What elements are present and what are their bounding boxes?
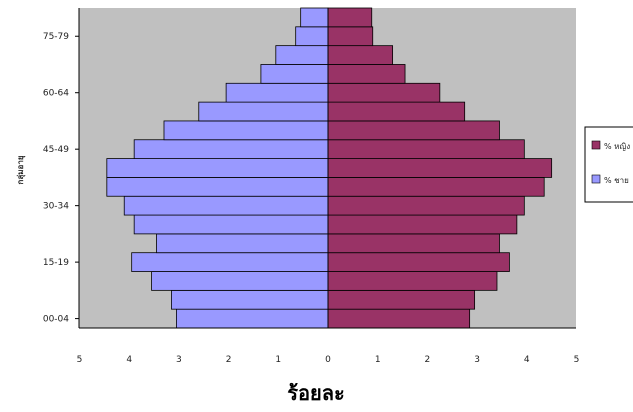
bar-male-75-79 bbox=[296, 27, 328, 46]
legend-label-female: % หญิง bbox=[604, 142, 630, 151]
x-tick-label-10: 5 bbox=[574, 355, 580, 365]
x-axis-title: ร้อยละ bbox=[287, 381, 344, 405]
y-tick-label-00-04: 00-04 bbox=[43, 315, 69, 325]
y-tick-label-30-34: 30-34 bbox=[43, 202, 69, 212]
bar-male-55-59 bbox=[199, 102, 328, 121]
x-tick-label-9: 4 bbox=[524, 355, 530, 365]
bar-female-60-64 bbox=[328, 83, 440, 102]
bar-female-75-79 bbox=[328, 27, 373, 46]
bar-female-25-29 bbox=[328, 215, 517, 234]
x-tick-label-7: 2 bbox=[425, 355, 431, 365]
y-axis-title: กลุ่มอายุ bbox=[16, 155, 26, 184]
x-tick-labels: 5 4 3 2 1 0 1 2 3 4 5 bbox=[77, 355, 580, 365]
bar-female-70-74 bbox=[328, 46, 393, 65]
bar-female-15-19 bbox=[328, 253, 509, 272]
legend: % หญิง % ชาย bbox=[585, 127, 633, 202]
bar-male-45-49 bbox=[134, 140, 328, 159]
y-tick-label-60-64: 60-64 bbox=[43, 89, 69, 99]
bar-female-00-04 bbox=[328, 309, 470, 328]
bar-male-65-69 bbox=[261, 64, 328, 83]
legend-swatch-female bbox=[592, 141, 600, 149]
legend-label-male: % ชาย bbox=[604, 176, 629, 185]
x-tick-label-2: 3 bbox=[176, 355, 182, 365]
bar-male-40-44 bbox=[107, 159, 328, 178]
x-tick-label-6: 1 bbox=[375, 355, 381, 365]
bar-female-55-59 bbox=[328, 102, 465, 121]
y-tick-label-75-79: 75-79 bbox=[43, 32, 69, 42]
y-tick-label-45-49: 45-49 bbox=[43, 145, 69, 155]
bar-female-35-39 bbox=[328, 177, 544, 196]
bar-female-10-14 bbox=[328, 272, 497, 291]
bar-female-20-24 bbox=[328, 234, 499, 253]
bar-male-80+ bbox=[301, 8, 328, 27]
legend-swatch-male bbox=[592, 175, 600, 183]
x-tick-label-3: 2 bbox=[226, 355, 232, 365]
x-tick-label-4: 1 bbox=[275, 355, 281, 365]
bar-male-50-54 bbox=[164, 121, 328, 140]
y-tick-label-15-19: 15-19 bbox=[43, 258, 69, 268]
bar-male-60-64 bbox=[226, 83, 328, 102]
bar-male-00-04 bbox=[176, 309, 328, 328]
bar-male-35-39 bbox=[107, 177, 328, 196]
bar-male-05-09 bbox=[171, 290, 328, 309]
y-tick-labels: 00-04 15-19 30-34 45-49 60-64 75-79 bbox=[43, 32, 79, 324]
bar-female-50-54 bbox=[328, 121, 499, 140]
bar-female-80+ bbox=[328, 8, 372, 27]
bar-male-20-24 bbox=[157, 234, 328, 253]
bar-female-45-49 bbox=[328, 140, 524, 159]
bar-female-65-69 bbox=[328, 64, 405, 83]
bar-male-70-74 bbox=[276, 46, 328, 65]
bar-male-30-34 bbox=[124, 196, 328, 215]
bar-female-05-09 bbox=[328, 290, 475, 309]
bar-female-30-34 bbox=[328, 196, 524, 215]
bar-male-10-14 bbox=[152, 272, 328, 291]
x-tick-label-8: 3 bbox=[474, 355, 480, 365]
bar-female-40-44 bbox=[328, 159, 552, 178]
bar-male-15-19 bbox=[132, 253, 328, 272]
x-tick-label-0: 5 bbox=[77, 355, 83, 365]
x-tick-label-5: 0 bbox=[325, 355, 331, 365]
bar-male-25-29 bbox=[134, 215, 328, 234]
x-tick-label-1: 4 bbox=[126, 355, 132, 365]
legend-box bbox=[585, 127, 633, 202]
